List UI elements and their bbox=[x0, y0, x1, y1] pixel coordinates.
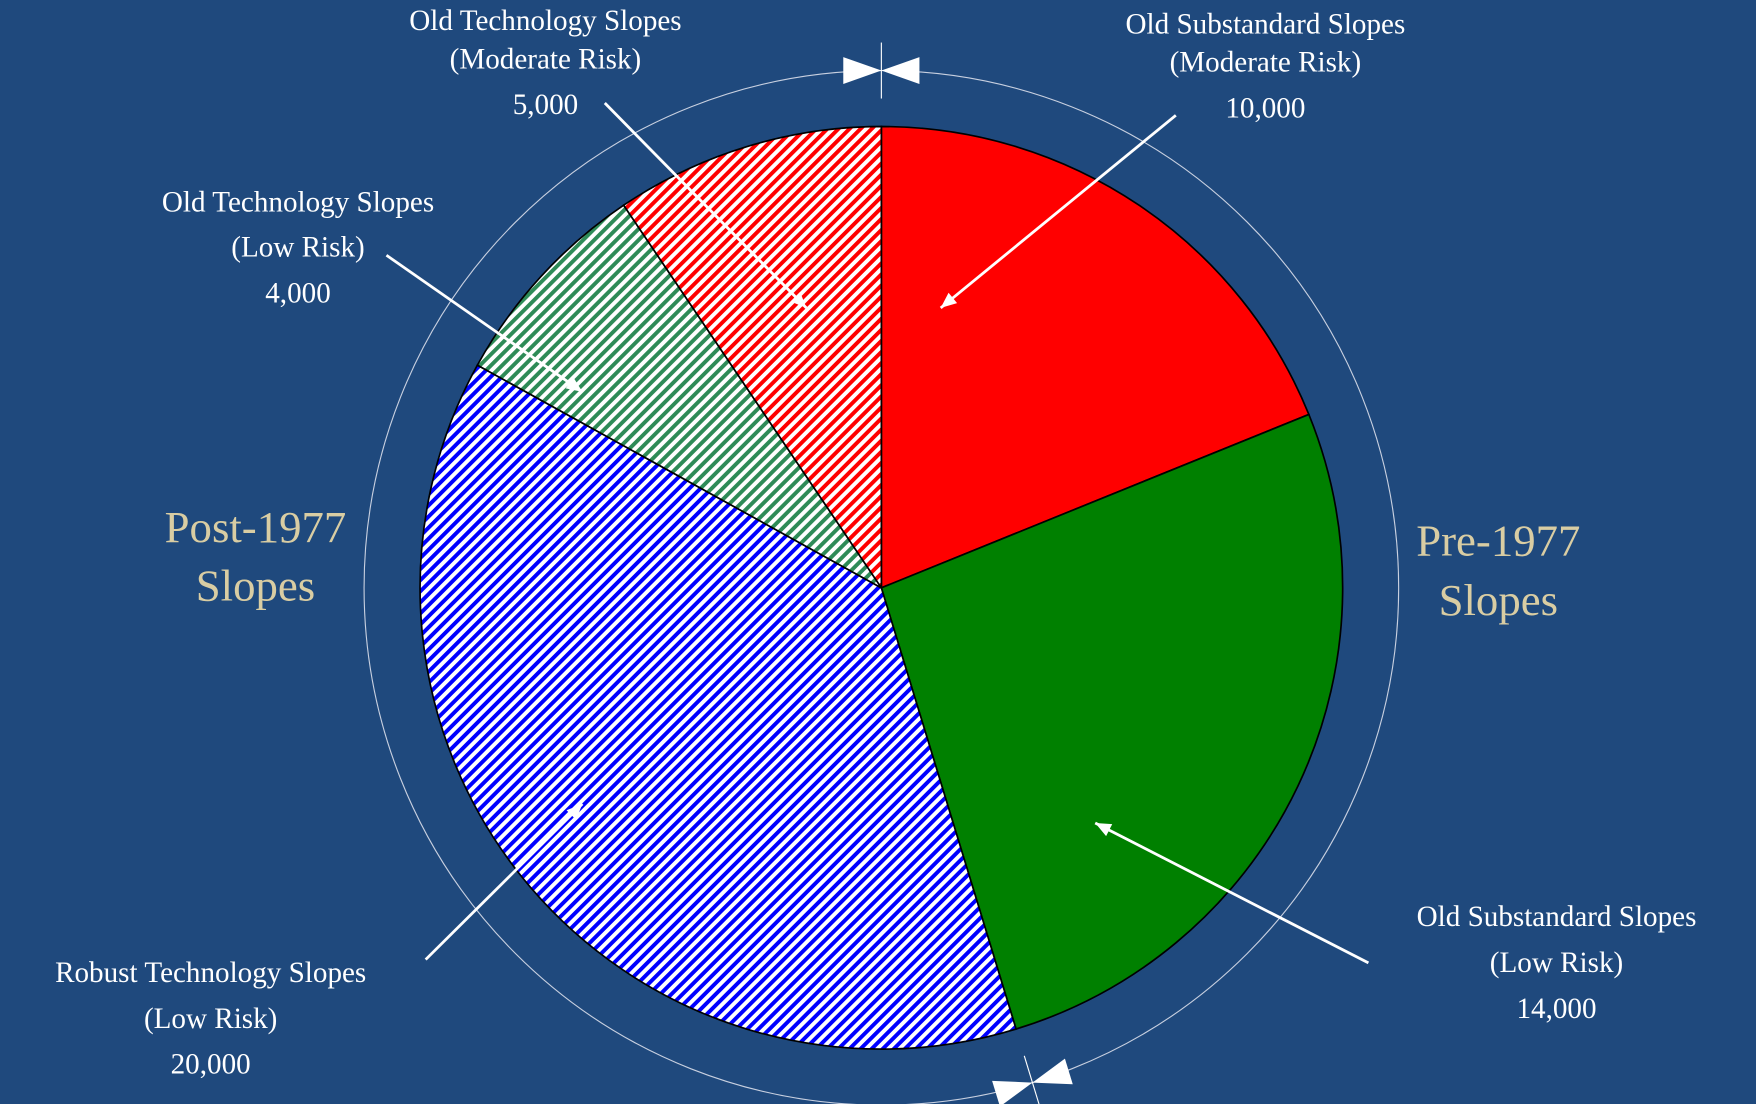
slice-label: Old Substandard Slopes bbox=[1417, 901, 1697, 933]
pie-slice bbox=[622, 125, 883, 591]
group-label: Slopes bbox=[196, 560, 315, 610]
leader-arrow bbox=[385, 254, 584, 394]
separator bbox=[992, 1055, 1073, 1104]
slice-risk: (Low Risk) bbox=[144, 1003, 277, 1035]
value-label: 14,000 bbox=[1516, 993, 1596, 1025]
group-label: Post-1977 bbox=[165, 502, 347, 552]
separator bbox=[843, 42, 920, 99]
leader-arrow bbox=[603, 102, 808, 309]
value-label: 10,000 bbox=[1225, 93, 1305, 125]
leader-arrow bbox=[424, 802, 584, 961]
arrow-head bbox=[1095, 822, 1113, 837]
pie-slice bbox=[880, 125, 1310, 590]
slice-label: Old Technology Slopes bbox=[162, 187, 434, 219]
slice-label: Old Technology Slopes bbox=[409, 5, 681, 37]
group-label: Slopes bbox=[1439, 575, 1558, 625]
arrow-head bbox=[940, 292, 958, 308]
arrow-head bbox=[565, 377, 583, 392]
leader-arrow bbox=[939, 114, 1177, 309]
slice-label: Old Substandard Slopes bbox=[1126, 9, 1406, 41]
pie-slice bbox=[476, 204, 883, 589]
value-label: 20,000 bbox=[171, 1049, 251, 1081]
group-label: Pre-1977 bbox=[1416, 516, 1580, 566]
slice-risk: (Moderate Risk) bbox=[1170, 47, 1362, 79]
pie-slice bbox=[419, 363, 1018, 1050]
value-label: 5,000 bbox=[513, 89, 579, 121]
slice-risk: (Low Risk) bbox=[231, 231, 364, 263]
leader-arrow bbox=[1094, 821, 1370, 965]
slice-risk: (Low Risk) bbox=[1490, 947, 1623, 979]
slice-label: Robust Technology Slopes bbox=[55, 957, 366, 989]
arrow-head bbox=[790, 292, 807, 308]
pie-slice bbox=[880, 413, 1344, 1031]
slice-risk: (Moderate Risk) bbox=[450, 43, 642, 75]
value-label: 4,000 bbox=[265, 277, 331, 309]
arrow-head bbox=[566, 803, 583, 820]
